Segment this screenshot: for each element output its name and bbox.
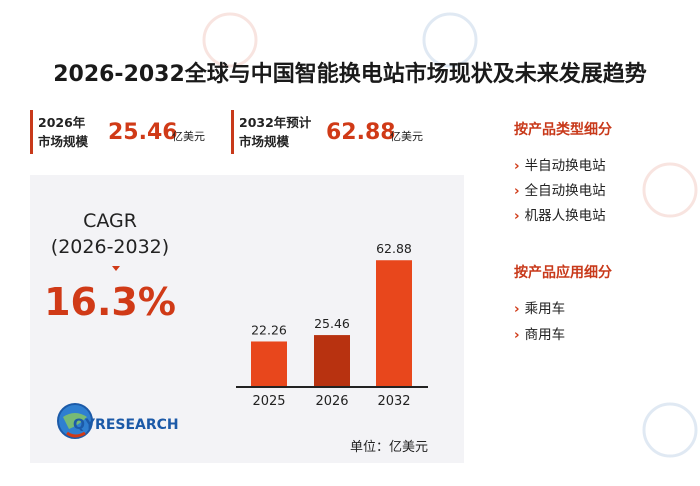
segment-title-type: 按产品类型细分 [514, 122, 612, 138]
list-item-label: 半自动换电站 [524, 158, 606, 174]
stat-label: 2026年 市场规模 [38, 113, 88, 151]
list-item: › 机器人换电站 [514, 204, 606, 224]
stat-label-text: 市场规模 [239, 134, 290, 149]
x-tick-label-2026: 2026 [315, 394, 348, 409]
data-label-2025: 22.26 [251, 322, 287, 337]
unit-note: 单位：亿美元 [350, 440, 429, 455]
stat-unit: 亿美元 [172, 130, 205, 143]
watermark-logo [642, 402, 698, 458]
bar-2032 [376, 260, 412, 386]
cagr-label: CAGR [83, 210, 137, 232]
list-item-label: 机器人换电站 [524, 208, 606, 224]
stat-label-year: 2032年预计 [239, 115, 312, 130]
stat-value: 25.46 [108, 120, 178, 145]
x-tick-label-2025: 2025 [252, 394, 285, 409]
qyresearch-logo-icon [57, 403, 93, 439]
list-item-label: 商用车 [524, 327, 566, 343]
list-item-label: 乘用车 [524, 301, 566, 317]
watermark-logo [642, 162, 698, 218]
watermark-logo [202, 12, 258, 68]
logo-text: QYRESEARCH [73, 417, 179, 433]
stat-accent-bar [231, 110, 234, 154]
stat-accent-bar [30, 110, 33, 154]
stat-label-year: 2026年 [38, 115, 86, 130]
x-tick-label-2032: 2032 [377, 394, 410, 409]
stat-unit: 亿美元 [390, 130, 423, 143]
stat-value: 62.88 [326, 120, 396, 145]
list-item: › 半自动换电站 [514, 154, 606, 174]
chevron-right-icon: › [514, 208, 520, 224]
bar-2026 [314, 335, 350, 386]
list-item-label: 全自动换电站 [524, 183, 606, 199]
chevron-right-icon: › [514, 183, 520, 199]
stat-label: 2032年预计 市场规模 [239, 113, 311, 151]
cagr-arrow-icon [112, 266, 120, 271]
list-item: › 全自动换电站 [514, 179, 606, 199]
stat-label-text: 市场规模 [38, 134, 89, 149]
chevron-right-icon: › [514, 301, 520, 317]
list-item: › 乘用车 [514, 297, 565, 317]
cagr-value: 16.3% [44, 280, 176, 324]
stat-2026-market-size: 2026年 市场规模 25.46 亿美元 [30, 110, 220, 154]
bar-2025 [251, 341, 287, 386]
cagr-period: (2026-2032) [50, 236, 170, 258]
page-title: 2026-2032全球与中国智能换电站市场现状及未来发展趋势 [53, 62, 647, 87]
chevron-right-icon: › [514, 327, 520, 343]
segment-title-application: 按产品应用细分 [514, 265, 612, 281]
data-label-2032: 62.88 [376, 241, 412, 256]
watermark-logo [422, 12, 478, 68]
list-item: › 商用车 [514, 323, 565, 343]
chevron-right-icon: › [514, 158, 520, 174]
stat-2032-market-size: 2032年预计 市场规模 62.88 亿美元 [231, 110, 451, 154]
data-label-2026: 25.46 [314, 316, 350, 331]
